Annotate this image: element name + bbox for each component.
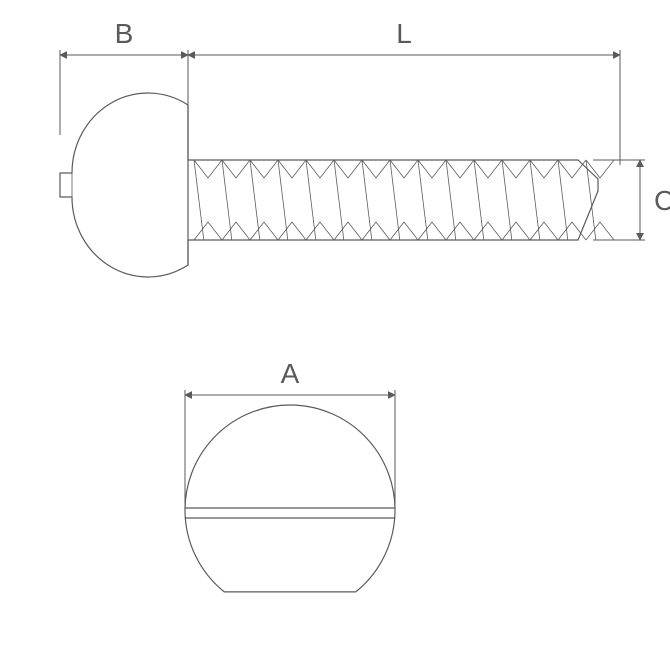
dim-c-label: C [654,185,670,216]
dim-a-label: A [281,358,300,389]
dim-b-label: B [115,18,134,49]
threads [194,160,614,240]
screw-head-side [60,93,188,277]
screw-head-top [185,405,395,592]
dim-l-label: L [396,18,412,49]
